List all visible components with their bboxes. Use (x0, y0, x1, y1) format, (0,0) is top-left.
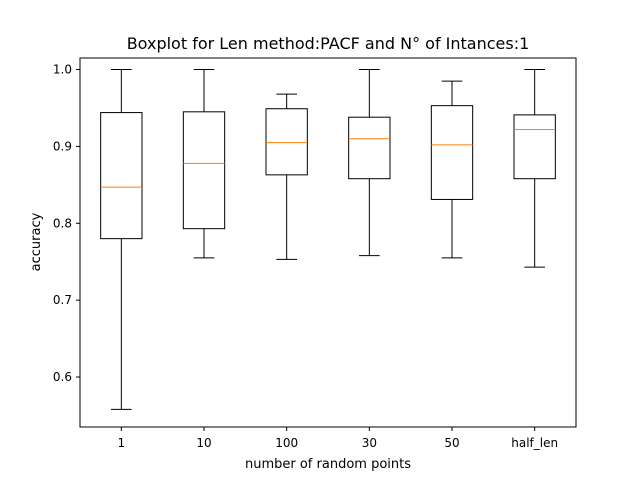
x-tick-label: 100 (275, 436, 298, 450)
y-tick-label: 1.0 (53, 63, 72, 77)
box-1 (100, 69, 143, 410)
iqr-box (100, 112, 143, 240)
y-axis-label: accuracy (29, 212, 44, 271)
y-tick-label: 0.9 (53, 139, 72, 153)
box-half_len (513, 69, 556, 268)
x-tick-label: half_len (511, 436, 558, 450)
box-10 (182, 69, 226, 259)
iqr-box (182, 111, 226, 230)
iqr-box (348, 116, 391, 180)
y-tick-label: 0.8 (53, 216, 72, 230)
box-series (100, 69, 556, 410)
box-100 (265, 93, 308, 260)
x-tick-label: 10 (196, 436, 211, 450)
x-tick-label: 50 (444, 436, 459, 450)
x-axis: 1 10 100 30 50 half_len (118, 427, 558, 450)
iqr-box (265, 108, 308, 176)
box-30 (348, 69, 391, 257)
iqr-box (513, 114, 556, 180)
x-tick-label: 30 (362, 436, 377, 450)
chart-title: Boxplot for Len method:PACF and N° of In… (127, 34, 530, 53)
y-axis: 0.6 0.7 0.8 0.9 1.0 (53, 63, 80, 384)
x-axis-label: number of random points (245, 457, 411, 472)
iqr-box (430, 105, 474, 200)
plot-area (79, 57, 577, 428)
box-50 (430, 80, 474, 259)
y-tick-label: 0.7 (53, 293, 72, 307)
x-tick-label: 1 (118, 436, 126, 450)
y-tick-label: 0.6 (53, 370, 72, 384)
